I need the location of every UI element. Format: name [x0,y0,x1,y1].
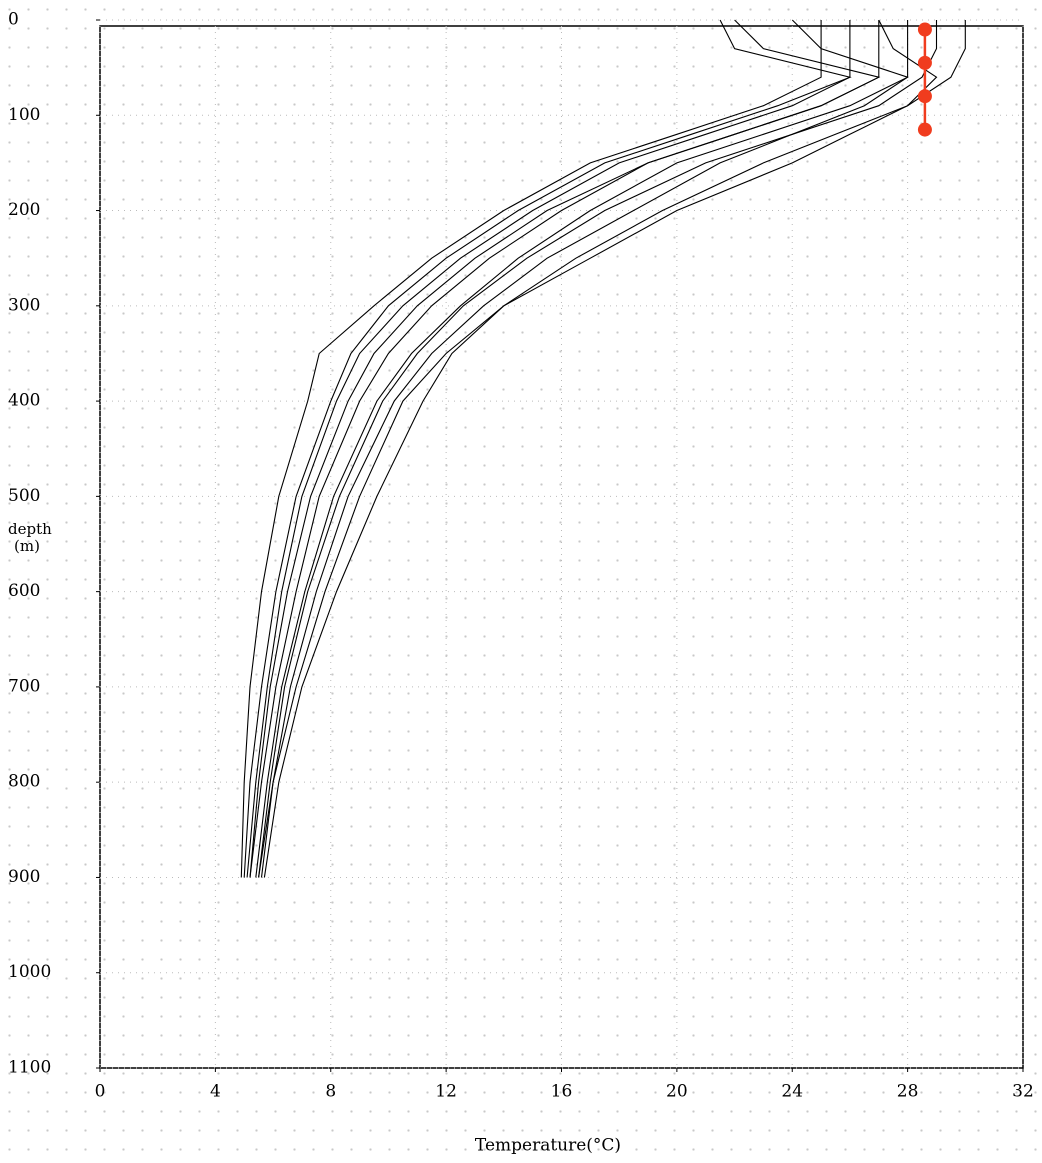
y-tick-label: 1100 [8,1058,51,1078]
profile-line [249,19,881,878]
profile-line [243,19,852,878]
y-tick-label: 200 [8,200,40,220]
x-tick-label: 20 [666,1082,688,1102]
profile-line [249,20,880,878]
y-axis-label: depth [8,520,52,538]
profile-line [263,20,966,878]
y-tick-label: 500 [8,486,40,506]
x-tick-label: 16 [551,1082,573,1102]
profile-point [917,55,932,70]
y-tick-label: 300 [8,295,40,315]
y-tick-label: 900 [8,867,40,887]
x-tick-label: 8 [325,1082,336,1102]
profile-line [258,19,938,878]
profile-line [260,20,938,878]
y-axis-label: (m) [14,537,40,555]
y-tick-label: 700 [8,676,40,696]
profile-point [917,89,932,104]
x-tick-label: 28 [897,1082,919,1102]
profile-point [917,22,932,37]
x-tick-label: 0 [95,1082,106,1102]
x-tick-label: 4 [210,1082,221,1102]
y-tick-label: 800 [8,772,40,792]
profile-line [240,20,822,878]
y-tick-label: 400 [8,391,40,411]
x-tick-label: 12 [435,1082,457,1102]
x-tick-label: 32 [1012,1082,1034,1102]
x-tick-label: 24 [781,1082,803,1102]
profile-line [258,19,909,878]
profile-point [917,122,932,137]
x-axis-label: Temperature(°C) [475,1136,621,1156]
profile-line [255,20,909,878]
y-tick-label: 0 [8,10,19,30]
y-tick-label: 600 [8,581,40,601]
y-tick-label: 1000 [8,962,51,982]
profile-line [246,20,851,878]
y-tick-label: 100 [8,105,40,125]
